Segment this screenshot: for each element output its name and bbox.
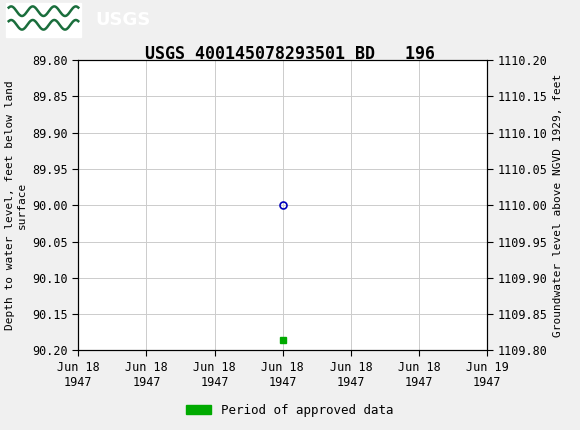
Legend: Period of approved data: Period of approved data	[181, 399, 399, 421]
Text: USGS: USGS	[96, 11, 151, 29]
Bar	[6, 3, 81, 37]
Text: USGS 400145078293501 BD   196: USGS 400145078293501 BD 196	[145, 45, 435, 63]
Y-axis label: Groundwater level above NGVD 1929, feet: Groundwater level above NGVD 1929, feet	[553, 74, 563, 337]
Y-axis label: Depth to water level, feet below land
surface: Depth to water level, feet below land su…	[5, 80, 27, 330]
